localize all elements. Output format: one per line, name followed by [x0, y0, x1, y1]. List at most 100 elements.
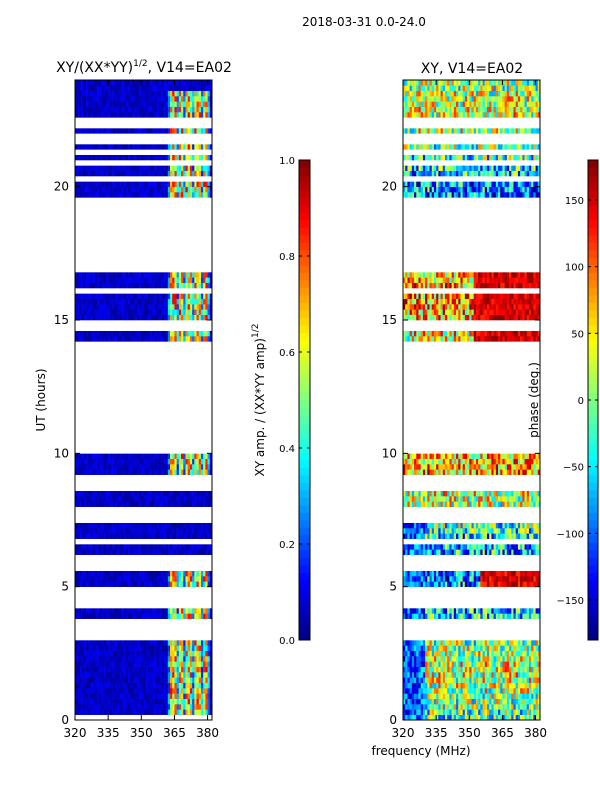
amplitude-cell — [181, 442, 184, 449]
amplitude-cell — [134, 410, 138, 417]
amplitude-cell — [172, 698, 175, 705]
amplitude-cell — [116, 352, 120, 358]
amplitude-cell — [121, 394, 124, 401]
amplitude-cell — [156, 554, 160, 561]
amplitude-cell — [101, 410, 105, 417]
amplitude-cell — [152, 656, 155, 662]
amplitude-cell — [105, 362, 109, 369]
amplitude-cell — [152, 378, 155, 385]
amplitude-cell — [108, 528, 111, 534]
amplitude-cell — [134, 394, 138, 401]
amplitude-cell — [181, 304, 184, 310]
amplitude-cell — [112, 357, 116, 363]
amplitude-cell — [154, 634, 158, 641]
amplitude-cell — [156, 586, 160, 593]
amplitude-cell — [178, 421, 182, 427]
amplitude-cell — [196, 330, 200, 337]
amplitude-cell — [114, 325, 118, 331]
amplitude-cell — [172, 330, 175, 337]
amplitude-cell — [116, 485, 120, 491]
amplitude-cell — [161, 517, 164, 523]
amplitude-cell — [158, 672, 162, 678]
amplitude-cell — [105, 458, 109, 465]
amplitude-cell — [183, 528, 186, 534]
amplitude-cell — [205, 485, 208, 491]
amplitude-cell — [205, 608, 208, 614]
amplitude-cell — [205, 496, 208, 502]
amplitude-cell — [134, 453, 138, 459]
amplitude-cell — [101, 517, 105, 523]
amplitude-cell — [108, 656, 111, 662]
amplitude-cell — [194, 320, 197, 326]
amplitude-cell — [81, 453, 85, 459]
amplitude-cell — [174, 453, 177, 459]
amplitude-cell — [198, 522, 202, 529]
amplitude-cell — [94, 533, 98, 539]
amplitude-cell — [143, 501, 147, 507]
amplitude-cell — [185, 597, 188, 603]
amplitude-cell — [114, 437, 118, 443]
amplitude-cell — [170, 538, 173, 545]
amplitude-cell — [134, 672, 138, 678]
amplitude-cell — [108, 592, 111, 598]
amplitude-cell — [194, 533, 197, 539]
amplitude-cell — [101, 640, 105, 646]
amplitude-cell — [77, 501, 80, 507]
amplitude-cell — [132, 410, 135, 417]
amplitude-cell — [112, 389, 116, 395]
amplitude-cell — [207, 432, 211, 438]
amplitude-cell — [103, 533, 107, 539]
amplitude-cell — [83, 597, 87, 603]
amplitude-cell — [90, 570, 93, 577]
amplitude-cell — [134, 549, 138, 555]
amplitude-cell — [181, 453, 184, 459]
amplitude-cell — [178, 586, 182, 593]
amplitude-cell — [167, 613, 171, 619]
amplitude-cell — [112, 608, 116, 614]
amplitude-cell — [141, 346, 144, 353]
amplitude-cell — [178, 512, 182, 518]
amplitude-cell — [174, 496, 177, 502]
amplitude-cell — [156, 426, 160, 433]
amplitude-cell — [205, 341, 208, 347]
amplitude-cell — [108, 672, 111, 678]
amplitude-cell — [189, 394, 193, 401]
amplitude-cell — [152, 304, 155, 310]
amplitude-cell — [97, 629, 100, 635]
amplitude-cell — [165, 688, 169, 694]
amplitude-cell — [86, 549, 89, 555]
amplitude-cell — [97, 640, 100, 646]
amplitude-cell — [187, 522, 191, 529]
amplitude-cell — [154, 528, 158, 534]
amplitude-cell — [75, 624, 78, 630]
amplitude-cell — [192, 677, 195, 683]
amplitude-cell — [203, 538, 206, 545]
amplitude-cell — [81, 565, 85, 571]
amplitude-cell — [103, 634, 107, 641]
amplitude-cell — [174, 389, 177, 395]
amplitude-cell — [132, 682, 135, 689]
amplitude-cell — [112, 592, 116, 598]
amplitude-cell — [125, 426, 129, 433]
amplitude-cell — [90, 624, 93, 630]
amplitude-cell — [77, 320, 80, 326]
amplitude-cell — [128, 325, 131, 331]
amplitude-cell — [147, 533, 151, 539]
amplitude-cell — [132, 538, 135, 545]
amplitude-cell — [165, 640, 169, 646]
amplitude-cell — [194, 400, 197, 406]
amplitude-cell — [105, 544, 109, 550]
amplitude-cell — [187, 586, 191, 593]
amplitude-cell — [112, 650, 116, 657]
amplitude-cell — [170, 517, 173, 523]
amplitude-cell — [94, 442, 98, 449]
amplitude-cell — [105, 522, 109, 529]
amplitude-cell — [81, 373, 85, 379]
amplitude-cell — [165, 368, 169, 374]
amplitude-cell — [108, 554, 111, 561]
amplitude-cell — [108, 416, 111, 422]
amplitude-cell — [99, 565, 102, 571]
amplitude-cell — [203, 506, 206, 513]
amplitude-cell — [75, 490, 78, 497]
amplitude-cell — [141, 634, 144, 641]
